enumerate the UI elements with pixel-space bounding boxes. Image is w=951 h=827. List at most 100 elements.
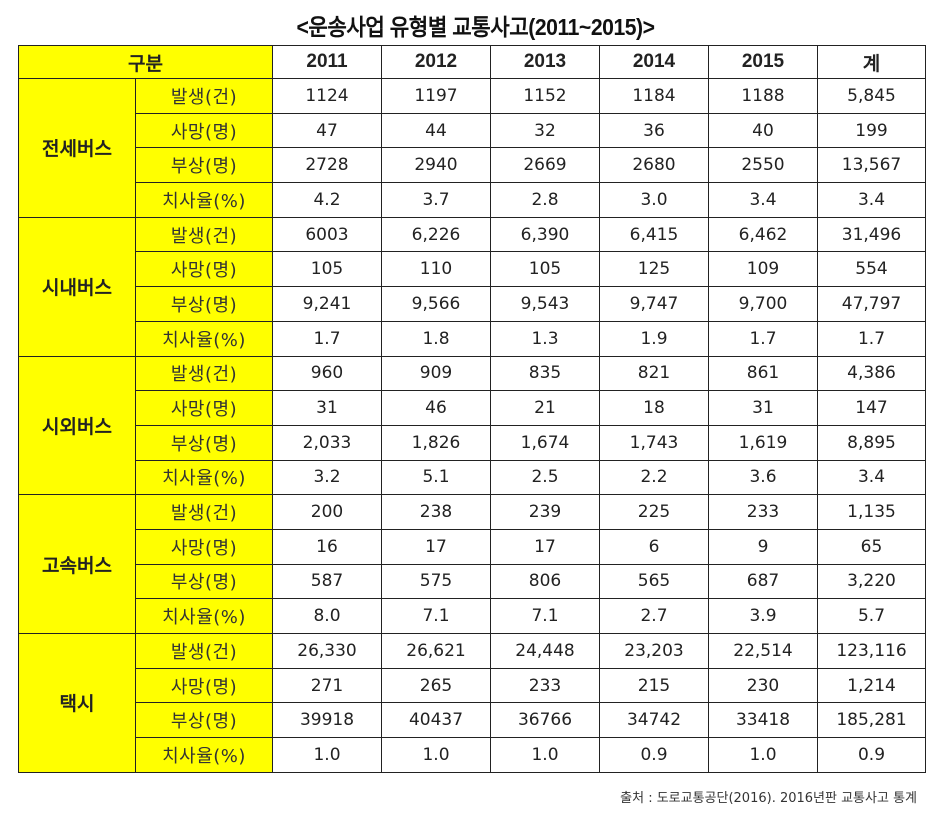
value-cell: 2.7 [599,598,709,634]
value-cell: 238 [381,494,491,530]
value-cell: 6,390 [490,216,600,253]
value-cell: 6 [599,528,709,565]
value-cell: 22,514 [708,633,818,669]
table-row: 고속버스 발생(건) 200 238 239 225 233 1,135 [18,494,926,634]
value-cell: 1.0 [490,737,600,773]
metric-label: 발생(건) [135,216,273,253]
total-cell: 5.7 [817,598,926,634]
value-cell: 2550 [708,147,818,184]
metric-label: 발생(건) [135,633,273,669]
value-cell: 44 [381,112,491,149]
value-cell: 40 [708,112,818,149]
value-cell: 110 [381,251,491,288]
value-cell: 1184 [599,78,709,114]
total-cell: 31,496 [817,216,926,253]
value-cell: 16 [272,528,382,565]
header-row: 구분 2011 2012 2013 2014 2015 계 [18,45,926,79]
total-cell: 13,567 [817,147,926,184]
header-year: 2011 [272,45,382,79]
table-row: 사망(명) 16 17 17 6 9 65 [19,528,926,565]
table-row: 부상(명) 2,033 1,826 1,674 1,743 1,619 8,895 [19,424,926,461]
value-cell: 565 [599,563,709,600]
value-cell: 39918 [272,702,382,739]
header-category: 구분 [18,45,273,79]
table-row: 부상(명) 9,241 9,566 9,543 9,747 9,700 47,797 [19,286,926,322]
value-cell: 1.7 [272,320,382,357]
table-row: 치사율(%) 1.0 1.0 1.0 0.9 1.0 0.9 [19,737,926,773]
metric-label: 발생(건) [135,355,273,392]
value-cell: 1.0 [272,737,382,773]
value-cell: 8.0 [272,598,382,634]
total-cell: 1,135 [817,494,926,530]
value-cell: 215 [599,667,709,704]
value-cell: 1124 [272,78,382,114]
total-cell: 8,895 [817,424,926,461]
value-cell: 3.4 [708,182,818,218]
value-cell: 2,033 [272,424,382,461]
total-cell: 3,220 [817,563,926,600]
header-year: 2015 [708,45,818,79]
value-cell: 687 [708,563,818,600]
metric-label: 치사율(%) [135,598,273,634]
value-cell: 1.7 [708,320,818,357]
metric-label: 사망(명) [135,528,273,565]
total-cell: 1,214 [817,667,926,704]
value-cell: 4.2 [272,182,382,218]
value-cell: 200 [272,494,382,530]
value-cell: 9,747 [599,286,709,322]
table-row: 사망(명) 105 110 105 125 109 554 [19,251,926,288]
table-row: 치사율(%) 1.7 1.8 1.3 1.9 1.7 1.7 [19,320,926,357]
value-cell: 2680 [599,147,709,184]
metric-label: 부상(명) [135,702,273,739]
group-label: 전세버스 [18,78,136,218]
value-cell: 1.9 [599,320,709,357]
value-cell: 1188 [708,78,818,114]
value-cell: 3.6 [708,459,818,496]
value-cell: 5.1 [381,459,491,496]
value-cell: 47 [272,112,382,149]
value-cell: 36 [599,112,709,149]
value-cell: 3.2 [272,459,382,496]
header-year: 2012 [381,45,491,79]
table-row: 치사율(%) 3.2 5.1 2.5 2.2 3.6 3.4 [19,459,926,496]
value-cell: 36766 [490,702,600,739]
table-row: 부상(명) 587 575 806 565 687 3,220 [19,563,926,600]
value-cell: 6,415 [599,216,709,253]
value-cell: 17 [381,528,491,565]
value-cell: 7.1 [490,598,600,634]
value-cell: 1,619 [708,424,818,461]
value-cell: 3.9 [708,598,818,634]
value-cell: 239 [490,494,600,530]
table-row: 사망(명) 271 265 233 215 230 1,214 [19,667,926,704]
value-cell: 3.0 [599,182,709,218]
table-row: 전세버스 발생(건) 1124 1197 1152 1184 1188 5,845 [18,78,926,218]
value-cell: 2940 [381,147,491,184]
metric-label: 사망(명) [135,112,273,149]
value-cell: 6,226 [381,216,491,253]
table-row: 시외버스 발생(건) 960 909 835 821 861 4,386 [18,355,926,496]
value-cell: 575 [381,563,491,600]
total-cell: 3.4 [817,459,926,496]
total-cell: 199 [817,112,926,149]
value-cell: 587 [272,563,382,600]
metric-label: 발생(건) [135,494,273,530]
value-cell: 34742 [599,702,709,739]
metric-label: 치사율(%) [135,182,273,218]
table-row: 택시 발생(건) 26,330 26,621 24,448 23,203 22,514 123… [18,633,926,773]
value-cell: 26,330 [272,633,382,669]
table-title: <운송사업 유형별 교통사고(2011~2015)> [296,14,655,40]
value-cell: 2.8 [490,182,600,218]
value-cell: 2669 [490,147,600,184]
metric-label: 사망(명) [135,390,273,426]
value-cell: 7.1 [381,598,491,634]
table-row: 사망(명) 47 44 32 36 40 199 [19,112,926,149]
value-cell: 960 [272,355,382,392]
value-cell: 40437 [381,702,491,739]
group-label: 시내버스 [18,216,136,357]
total-cell: 1.7 [817,320,926,357]
value-cell: 0.9 [599,737,709,773]
metric-label: 부상(명) [135,286,273,322]
total-cell: 123,116 [817,633,926,669]
metric-label: 부상(명) [135,147,273,184]
value-cell: 9,241 [272,286,382,322]
